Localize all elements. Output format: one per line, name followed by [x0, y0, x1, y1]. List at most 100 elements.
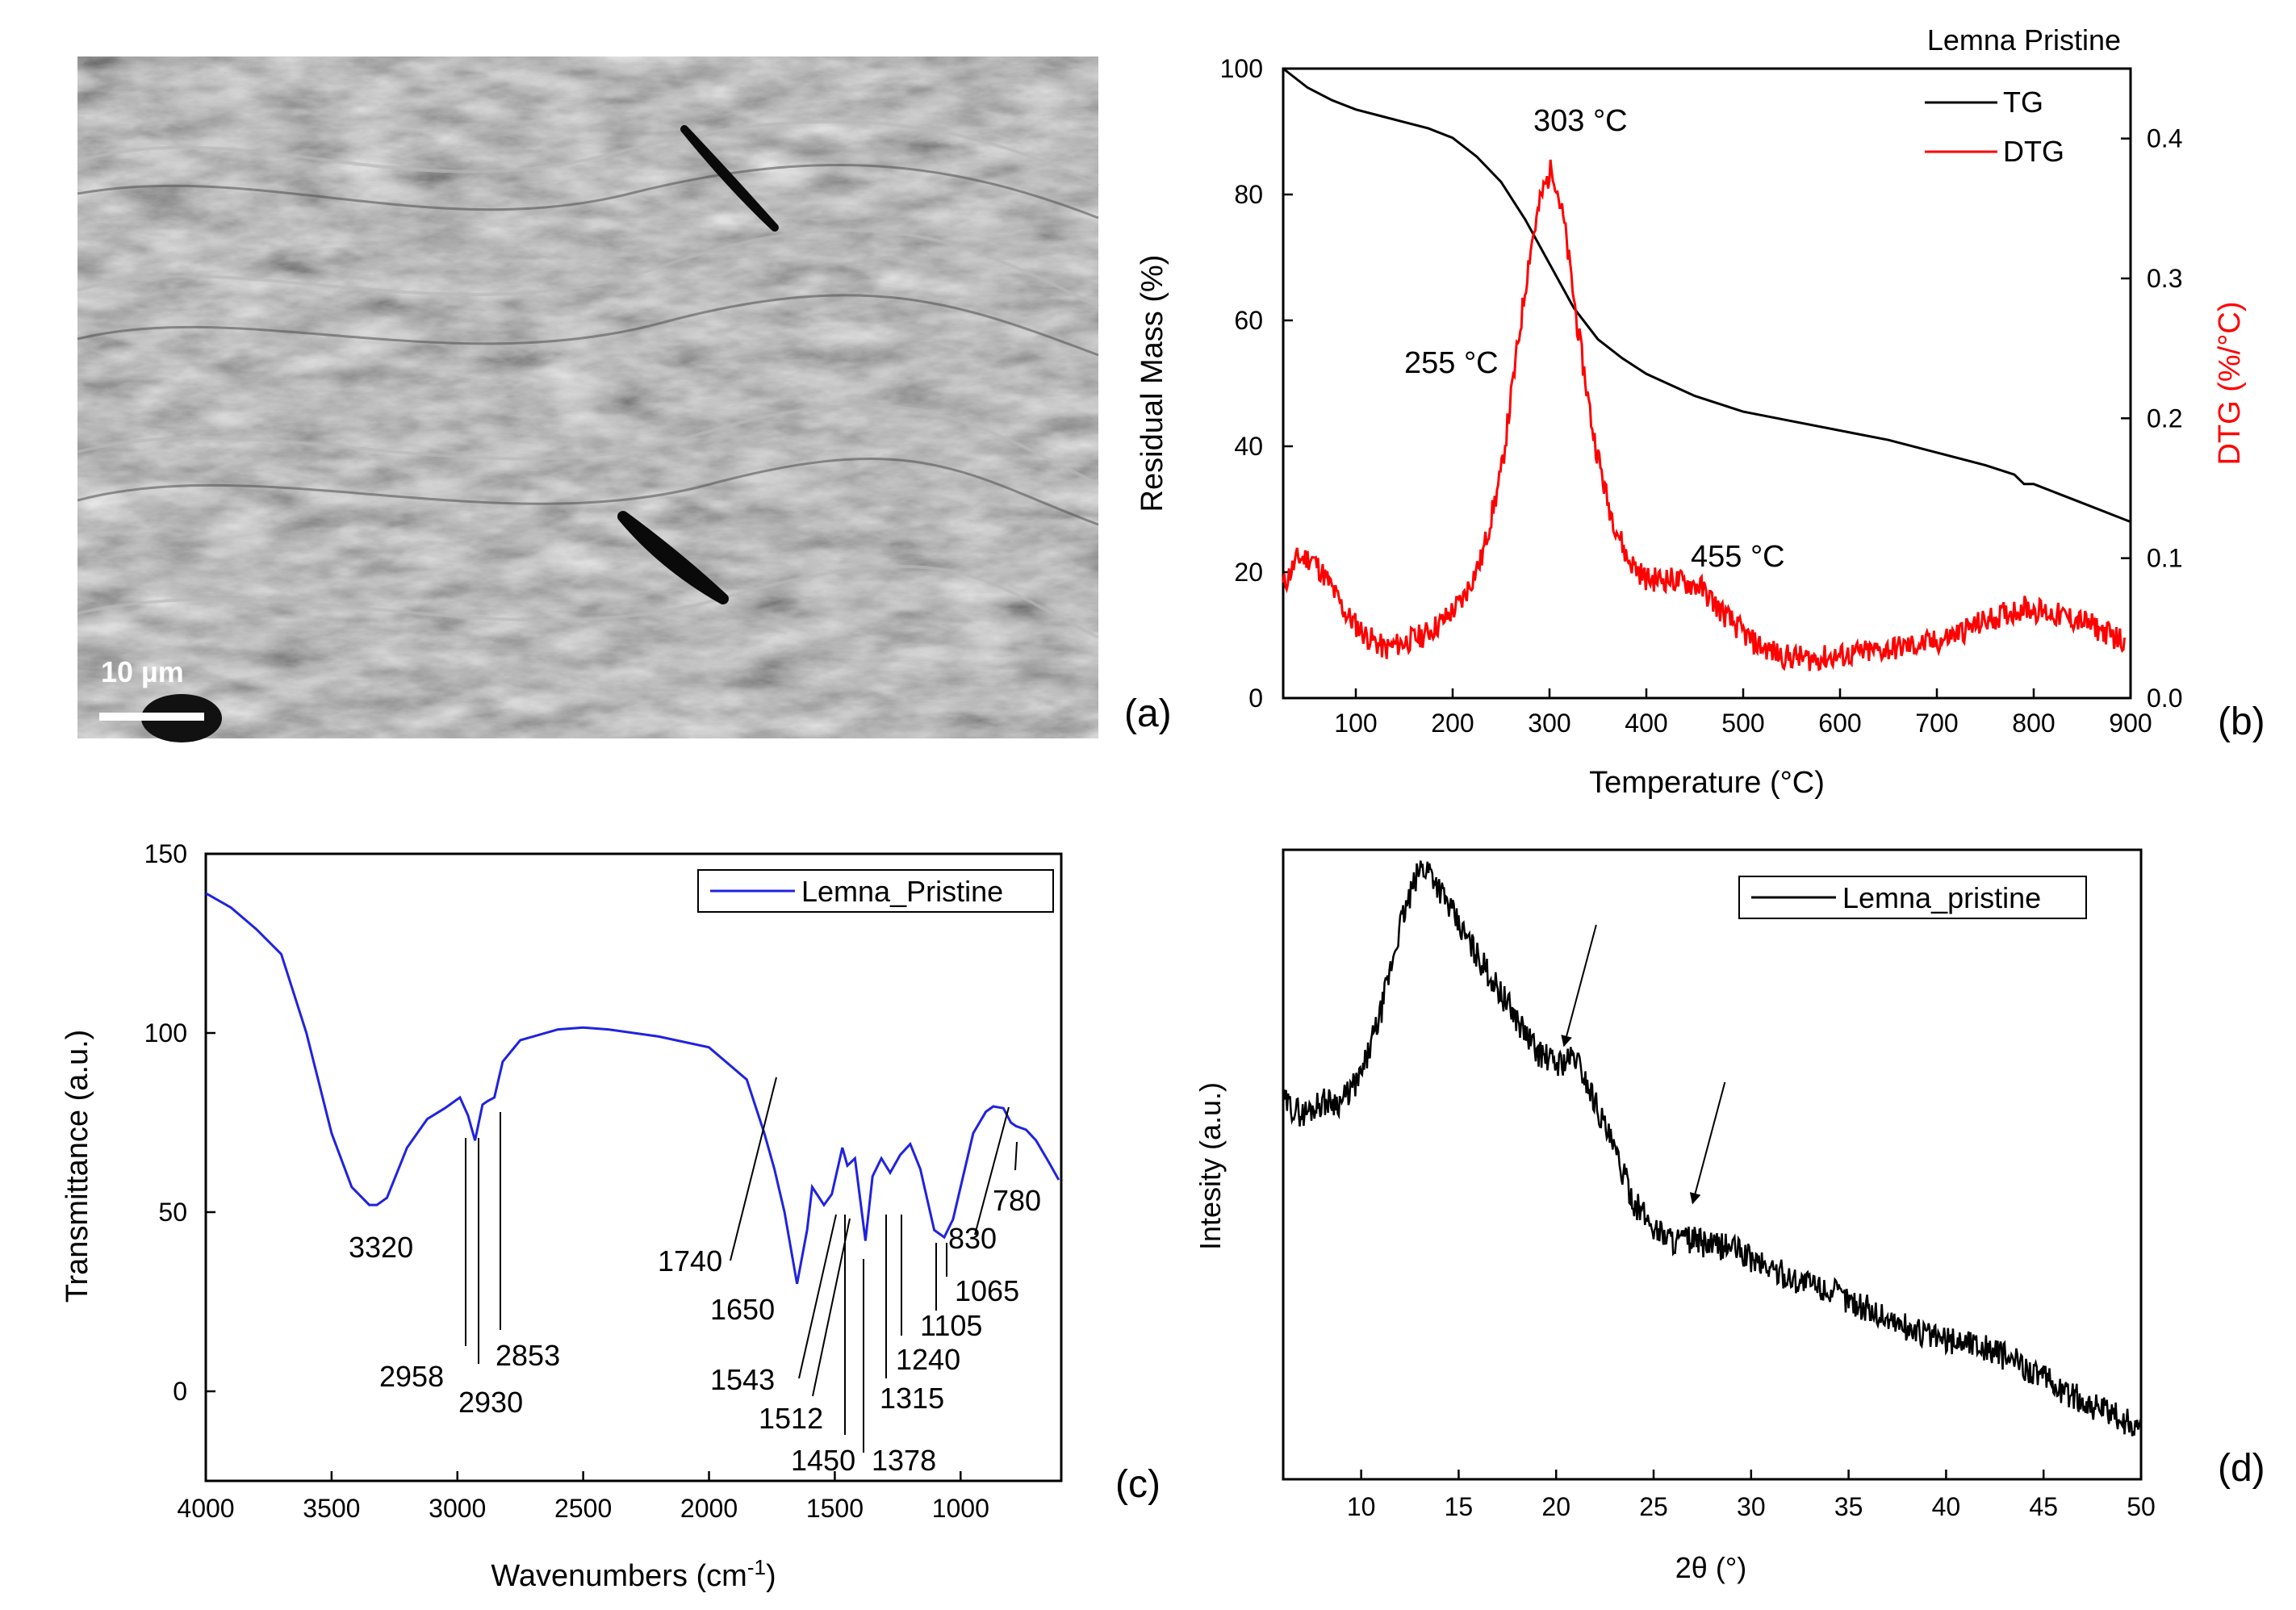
c-legend-box [697, 869, 1054, 913]
peak-leader-lines [465, 1077, 1018, 1453]
ftir-series-line [205, 892, 1060, 1285]
peak-1450: 1450 [791, 1444, 855, 1477]
peak-780: 780 [993, 1184, 1041, 1217]
c-y-ticks: 0 50 100 150 [144, 839, 215, 1406]
annotation-455: 455 °C [1691, 540, 1785, 574]
peak-1378: 1378 [872, 1444, 936, 1477]
plot-frame-b [1282, 67, 2132, 700]
b-y-axis-label: Residual Mass (%) [1135, 255, 1169, 512]
peak-1315: 1315 [880, 1382, 944, 1415]
d-x-tick-label: 35 [1834, 1492, 1863, 1521]
d-x-tick-label: 25 [1639, 1492, 1668, 1521]
b-x-axis-label: Temperature (°C) [1589, 766, 1825, 800]
stoma-lower [617, 511, 729, 604]
c-x-tick-label: 2500 [554, 1494, 612, 1523]
d-legend: Lemna_pristine [1738, 876, 2087, 919]
d-x-axis-label: 2θ (°) [1675, 1551, 1746, 1584]
b-y2-tick-label: 0.4 [2147, 124, 2182, 153]
c-y-tick-label: 150 [144, 839, 187, 868]
legend-ftir-label: Lemna_Pristine [801, 875, 1003, 908]
stoma-upper [680, 125, 779, 232]
b-y-tick-label: 100 [1220, 54, 1263, 83]
peak-3320: 3320 [349, 1231, 413, 1264]
d-x-tick-label: 45 [2029, 1492, 2058, 1521]
d-x-tick-label: 40 [1932, 1492, 1961, 1521]
peak-labels: 3320 2958 2930 2853 1740 1650 1543 1512 … [349, 1184, 1041, 1477]
peak-1105: 1105 [920, 1309, 982, 1342]
b-y-tick-label: 40 [1234, 432, 1263, 461]
peak-1512: 1512 [759, 1402, 823, 1435]
d-x-ticks: 10 15 20 25 30 35 40 45 50 [1347, 1470, 2156, 1521]
peak-830: 830 [948, 1222, 997, 1255]
plot-frame-c [204, 852, 1063, 1482]
d-arrow [1689, 1081, 1726, 1205]
d-y-axis-label: Intesity (a.u.) [1194, 1082, 1227, 1250]
peak-1650: 1650 [710, 1293, 775, 1326]
peak-1543: 1543 [710, 1363, 775, 1396]
scale-bar [99, 713, 204, 721]
peak-2930: 2930 [458, 1386, 523, 1419]
panel-d-xrd-chart: 10 15 20 25 30 35 40 45 50 Lemna_pristine 2θ (°)… [1194, 848, 2265, 1584]
panel-label-d: (d) [2218, 1447, 2265, 1490]
b-y2-tick-label: 0.1 [2147, 544, 2182, 573]
c-x-tick-label: 1000 [932, 1494, 989, 1523]
b-x-tick-label: 100 [1334, 709, 1377, 738]
b-legend: TG DTG [1925, 86, 2064, 168]
c-x-tick-label: 4000 [177, 1494, 234, 1523]
peak-1065: 1065 [955, 1274, 1019, 1307]
b-y-tick-label: 60 [1234, 306, 1263, 335]
c-y-axis-label: Transmittance (a.u.) [61, 1030, 94, 1303]
b-x-tick-label: 300 [1528, 709, 1570, 738]
peak-1740: 1740 [658, 1244, 722, 1278]
legend-dtg-label: DTG [2003, 135, 2064, 168]
b-y2-ticks: 0.0 0.1 0.2 0.3 0.4 [2121, 124, 2182, 713]
xrd-series-line [1282, 860, 2143, 1436]
peak-2853: 2853 [496, 1339, 560, 1372]
legend-xrd-label: Lemna_pristine [1842, 881, 2041, 914]
b-title: Lemna Pristine [1927, 23, 2121, 56]
d-arrow [1561, 924, 1597, 1048]
c-legend: Lemna_Pristine [697, 869, 1054, 913]
b-y-tick-label: 80 [1234, 180, 1263, 209]
scale-bar-label: 10 µm [101, 655, 184, 688]
c-y-tick-label: 0 [173, 1377, 187, 1406]
d-x-tick-label: 30 [1737, 1492, 1766, 1521]
b-x-ticks: 100 200 300 400 500 600 700 800 900 [1334, 688, 2152, 738]
annotation-303: 303 °C [1533, 104, 1628, 138]
c-y-tick-label: 100 [144, 1018, 187, 1048]
c-x-ticks: 4000 3500 3000 2500 2000 1500 1000 [177, 1471, 989, 1523]
peak-1240: 1240 [896, 1343, 960, 1376]
b-x-tick-label: 700 [1915, 709, 1958, 738]
d-x-tick-label: 15 [1445, 1492, 1474, 1521]
panel-label-c: (c) [1115, 1463, 1161, 1506]
tg-series-line [1282, 67, 2131, 523]
c-y-tick-label: 50 [158, 1198, 187, 1227]
b-y-tick-label: 0 [1248, 684, 1263, 713]
panel-c-ftir-chart: 4000 3500 3000 2500 2000 1500 1000 0 50 100 150 L… [61, 839, 1161, 1593]
b-x-tick-label: 900 [2109, 709, 2152, 738]
d-x-tick-label: 10 [1347, 1492, 1376, 1521]
b-x-tick-label: 600 [1818, 709, 1861, 738]
b-y2-tick-label: 0.3 [2147, 264, 2182, 293]
dtg-series-line [1282, 159, 2127, 671]
c-x-tick-label: 3000 [429, 1494, 486, 1523]
b-x-tick-label: 200 [1431, 709, 1474, 738]
annotation-255: 255 °C [1404, 346, 1499, 380]
panel-a-sem-image: 10 µm (a) [77, 56, 1172, 742]
b-x-tick-label: 400 [1625, 709, 1667, 738]
b-y2-axis-label: DTG (%/°C) [2213, 301, 2247, 465]
b-y2-tick-label: 0.0 [2147, 684, 2182, 713]
c-x-tick-label: 2000 [680, 1494, 738, 1523]
sem-shadow-folds [77, 163, 1099, 526]
legend-tg-label: TG [2003, 86, 2043, 119]
panel-label-b: (b) [2218, 700, 2265, 743]
c-x-axis-label: Wavenumbers (cm-1) [491, 1555, 776, 1593]
b-y-tick-label: 20 [1234, 558, 1263, 587]
sem-folds [77, 119, 1099, 639]
b-x-tick-label: 500 [1721, 709, 1764, 738]
peak-2958: 2958 [379, 1360, 444, 1393]
d-x-tick-label: 50 [2127, 1492, 2156, 1521]
panel-b-tga-chart: 100 200 300 400 500 600 700 800 900 0 20 40 60 80 100… [1135, 23, 2265, 800]
b-y-ticks: 0 20 40 60 80 100 [1220, 54, 1293, 713]
